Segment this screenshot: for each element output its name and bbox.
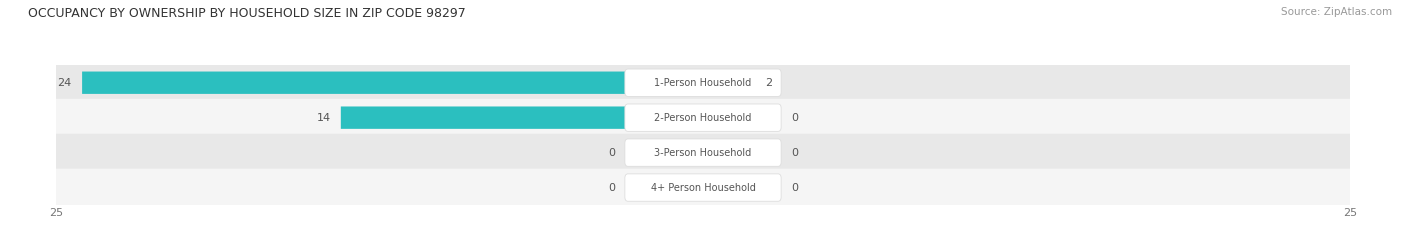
Text: 0: 0 bbox=[607, 148, 614, 158]
Text: 0: 0 bbox=[607, 183, 614, 192]
FancyBboxPatch shape bbox=[703, 176, 742, 199]
FancyBboxPatch shape bbox=[703, 106, 742, 129]
FancyBboxPatch shape bbox=[624, 69, 782, 96]
FancyBboxPatch shape bbox=[624, 104, 782, 131]
Text: 0: 0 bbox=[792, 183, 799, 192]
Text: 0: 0 bbox=[792, 113, 799, 123]
Text: 1-Person Household: 1-Person Household bbox=[654, 78, 752, 88]
Text: 4+ Person Household: 4+ Person Household bbox=[651, 183, 755, 192]
Text: 14: 14 bbox=[316, 113, 330, 123]
Text: 24: 24 bbox=[58, 78, 72, 88]
FancyBboxPatch shape bbox=[624, 174, 782, 201]
Text: 2-Person Household: 2-Person Household bbox=[654, 113, 752, 123]
Text: Source: ZipAtlas.com: Source: ZipAtlas.com bbox=[1281, 7, 1392, 17]
FancyBboxPatch shape bbox=[48, 134, 1358, 171]
FancyBboxPatch shape bbox=[48, 64, 1358, 102]
FancyBboxPatch shape bbox=[82, 72, 703, 94]
FancyBboxPatch shape bbox=[48, 169, 1358, 206]
Text: OCCUPANCY BY OWNERSHIP BY HOUSEHOLD SIZE IN ZIP CODE 98297: OCCUPANCY BY OWNERSHIP BY HOUSEHOLD SIZE… bbox=[28, 7, 465, 20]
FancyBboxPatch shape bbox=[682, 176, 703, 199]
Text: 0: 0 bbox=[792, 148, 799, 158]
Text: 2: 2 bbox=[765, 78, 772, 88]
Text: 3-Person Household: 3-Person Household bbox=[654, 148, 752, 158]
FancyBboxPatch shape bbox=[703, 141, 742, 164]
FancyBboxPatch shape bbox=[703, 72, 755, 94]
FancyBboxPatch shape bbox=[682, 141, 703, 164]
FancyBboxPatch shape bbox=[48, 99, 1358, 137]
FancyBboxPatch shape bbox=[340, 106, 703, 129]
FancyBboxPatch shape bbox=[624, 139, 782, 166]
